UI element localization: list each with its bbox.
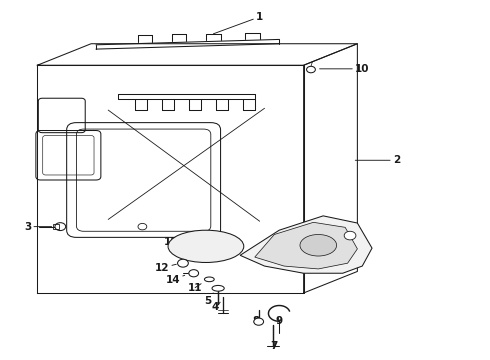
Text: 8: 8 (252, 316, 259, 325)
Circle shape (177, 259, 188, 267)
Ellipse shape (168, 230, 244, 262)
Text: 4: 4 (212, 302, 220, 312)
Text: 9: 9 (276, 316, 283, 325)
Text: 6: 6 (345, 243, 356, 253)
Text: 2: 2 (355, 155, 400, 165)
Text: 10: 10 (319, 64, 369, 74)
Polygon shape (255, 222, 357, 269)
Text: 5: 5 (204, 293, 213, 306)
Circle shape (254, 318, 264, 325)
Text: 14: 14 (165, 275, 185, 285)
Circle shape (344, 231, 356, 240)
Text: 1: 1 (214, 12, 263, 34)
Text: 7: 7 (270, 341, 278, 351)
Text: 15: 15 (164, 237, 184, 247)
Circle shape (189, 270, 198, 277)
Text: 3: 3 (24, 222, 51, 231)
Circle shape (55, 223, 66, 230)
Ellipse shape (300, 234, 337, 256)
Bar (53, 224, 59, 229)
Text: 11: 11 (188, 283, 202, 293)
Ellipse shape (204, 277, 214, 282)
Ellipse shape (212, 285, 224, 291)
Circle shape (307, 66, 316, 73)
Text: 12: 12 (155, 263, 176, 273)
Polygon shape (240, 216, 372, 273)
Text: 13: 13 (310, 231, 324, 240)
